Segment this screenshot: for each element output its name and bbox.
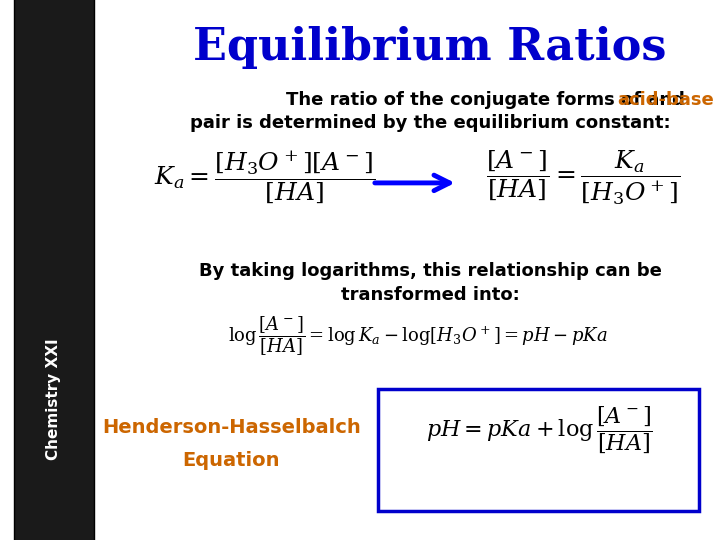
Text: Equation: Equation — [183, 451, 280, 470]
Text: $K_a = \dfrac{[H_3O^+][A^-]}{[HA]}$: $K_a = \dfrac{[H_3O^+][A^-]}{[HA]}$ — [154, 148, 376, 205]
Text: $\dfrac{[A^-]}{[HA]} = \dfrac{K_a}{[H_3O^+]}$: $\dfrac{[A^-]}{[HA]} = \dfrac{K_a}{[H_3O… — [486, 148, 680, 206]
Text: acid-base: acid-base — [618, 91, 714, 109]
Text: Equilibrium Ratios: Equilibrium Ratios — [194, 26, 667, 69]
Text: $\log\dfrac{[A^-]}{[HA]} = \log K_a - \log[H_3O^+] = pH - pKa$: $\log\dfrac{[A^-]}{[HA]} = \log K_a - \l… — [228, 314, 608, 357]
Text: pair is determined by the equilibrium constant:: pair is determined by the equilibrium co… — [190, 114, 670, 132]
FancyBboxPatch shape — [14, 0, 94, 540]
FancyBboxPatch shape — [378, 389, 700, 511]
Text: $pH = pKa + \log\dfrac{[A^-]}{[HA]}$: $pH = pKa + \log\dfrac{[A^-]}{[HA]}$ — [426, 405, 652, 456]
Text: By taking logarithms, this relationship can be: By taking logarithms, this relationship … — [199, 262, 662, 280]
Text: Chemistry XXI: Chemistry XXI — [46, 339, 61, 461]
Text: transformed into:: transformed into: — [341, 286, 520, 303]
Text: Henderson-Hasselbalch: Henderson-Hasselbalch — [102, 418, 361, 437]
Text: The ratio of the conjugate forms of and: The ratio of the conjugate forms of and — [287, 91, 685, 109]
